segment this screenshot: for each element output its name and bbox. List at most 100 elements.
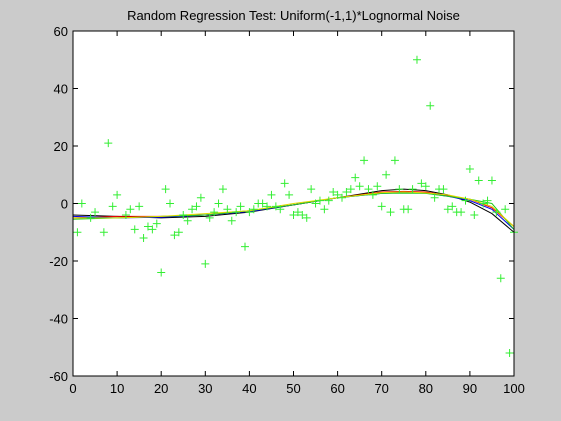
data-point <box>408 185 417 194</box>
data-point <box>315 196 324 205</box>
data-point <box>333 190 342 199</box>
data-point <box>404 205 413 214</box>
data-point <box>152 219 161 228</box>
data-point <box>457 208 466 217</box>
data-point <box>496 274 505 283</box>
data-point <box>108 202 117 211</box>
y-tick-label: 40 <box>54 82 68 97</box>
data-point <box>157 268 166 277</box>
data-point <box>188 205 197 214</box>
data-point <box>196 193 205 202</box>
data-point <box>126 205 135 214</box>
data-point <box>373 182 382 191</box>
data-point <box>236 202 245 211</box>
data-point <box>355 182 364 191</box>
x-tick-label: 80 <box>419 381 433 396</box>
x-tick-label: 70 <box>374 381 388 396</box>
data-point <box>501 205 510 214</box>
data-point <box>174 228 183 237</box>
data-point <box>382 170 391 179</box>
data-point <box>113 190 122 199</box>
y-tick-label: 60 <box>54 24 68 39</box>
data-point <box>271 202 280 211</box>
data-point <box>240 242 249 251</box>
data-point <box>307 185 316 194</box>
data-point <box>377 202 386 211</box>
data-point <box>91 208 100 217</box>
data-point <box>192 202 201 211</box>
data-point <box>412 55 421 64</box>
y-tick-label: -40 <box>49 312 68 327</box>
data-point <box>324 196 333 205</box>
data-point <box>86 213 95 222</box>
data-point <box>210 208 219 217</box>
data-point <box>293 208 302 217</box>
y-tick-label: -20 <box>49 254 68 269</box>
x-tick-label: 90 <box>463 381 477 396</box>
data-point <box>135 202 144 211</box>
data-point <box>205 213 214 222</box>
data-point <box>245 208 254 217</box>
data-point <box>276 205 285 214</box>
data-point <box>77 199 86 208</box>
data-point <box>161 185 170 194</box>
data-point <box>143 222 152 231</box>
x-tick-label: 30 <box>198 381 212 396</box>
x-axis-ticks: 0 10 20 30 40 50 60 70 80 90 100 <box>69 31 525 396</box>
data-point <box>417 179 426 188</box>
data-point <box>121 211 130 219</box>
data-point <box>487 176 496 185</box>
data-point <box>298 211 307 219</box>
data-point <box>263 202 272 211</box>
data-point <box>448 202 457 211</box>
data-point <box>227 216 236 225</box>
data-point <box>338 193 347 202</box>
data-point <box>170 231 179 240</box>
data-point <box>148 225 157 234</box>
y-axis-ticks: -60 -40 -20 0 20 40 60 <box>49 24 514 384</box>
x-tick-label: 60 <box>330 381 344 396</box>
x-tick-label: 50 <box>286 381 300 396</box>
data-point <box>329 188 338 196</box>
data-point <box>267 190 276 199</box>
data-point <box>474 176 483 185</box>
data-point <box>421 182 430 191</box>
data-point <box>426 101 435 110</box>
data-point <box>390 156 399 165</box>
data-point <box>179 211 188 219</box>
data-point <box>99 228 108 237</box>
data-point <box>492 208 501 217</box>
x-tick-label: 40 <box>242 381 256 396</box>
data-point <box>130 225 139 234</box>
data-point <box>346 185 355 194</box>
data-point <box>285 190 294 199</box>
data-point <box>166 199 175 208</box>
data-point <box>479 199 488 208</box>
data-point <box>139 234 148 242</box>
data-point <box>289 211 298 219</box>
y-tick-label: 0 <box>61 197 68 212</box>
data-point <box>249 205 258 214</box>
data-point <box>430 193 439 202</box>
data-point <box>201 259 210 268</box>
data-point <box>386 208 395 217</box>
chart-title: Random Regression Test: Uniform(-1,1)*Lo… <box>127 8 460 23</box>
data-point <box>443 205 452 214</box>
data-point <box>395 185 404 194</box>
x-tick-label: 100 <box>503 381 525 396</box>
data-point <box>104 139 113 148</box>
x-tick-label: 10 <box>110 381 124 396</box>
data-point <box>351 173 360 182</box>
data-point <box>368 190 377 199</box>
data-point <box>280 179 289 188</box>
data-point <box>218 185 227 194</box>
data-point <box>223 205 232 214</box>
data-point <box>320 205 329 214</box>
data-point <box>505 349 514 357</box>
data-point <box>73 228 82 237</box>
x-tick-label: 20 <box>154 381 168 396</box>
x-tick-label: 0 <box>69 381 76 396</box>
data-point <box>311 199 320 208</box>
